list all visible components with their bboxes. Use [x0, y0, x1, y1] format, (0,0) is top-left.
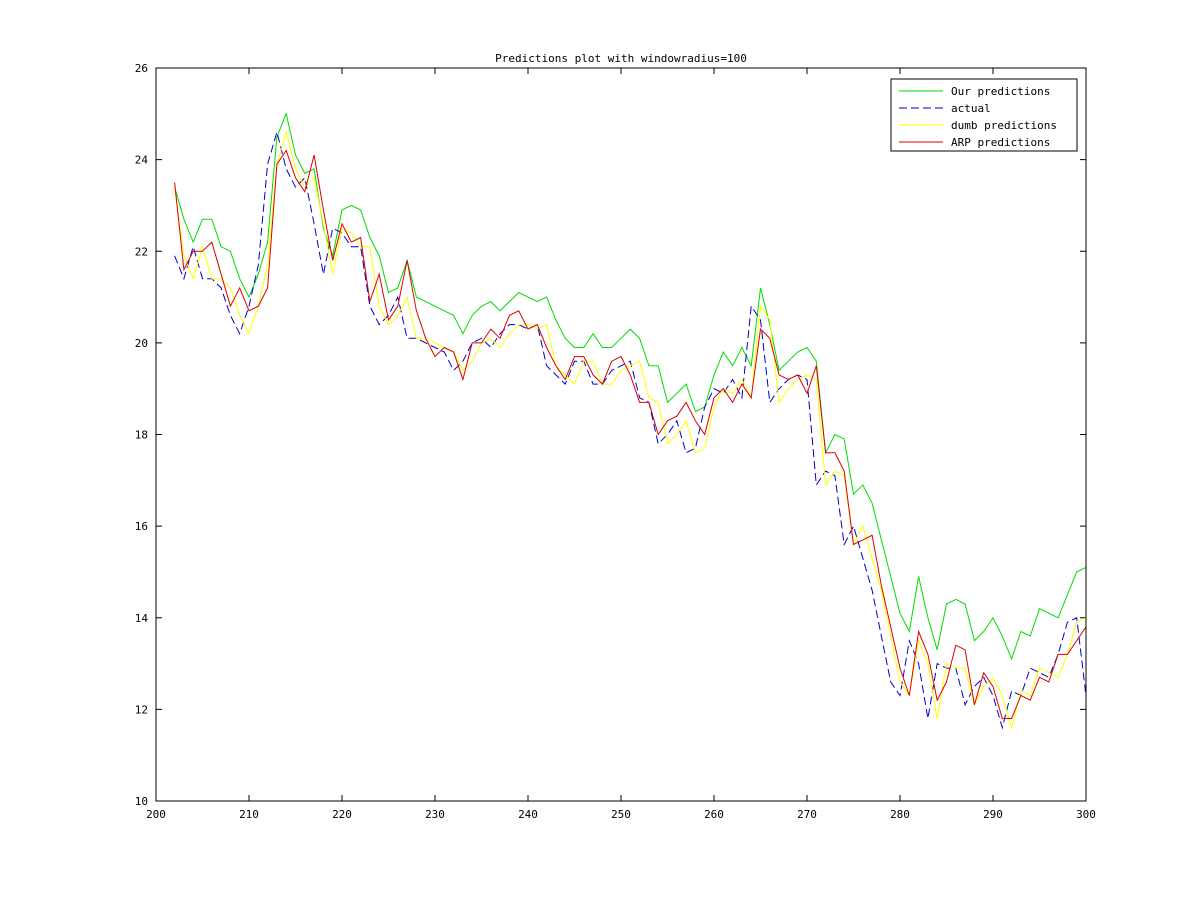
- x-tick-label: 230: [425, 808, 445, 821]
- x-tick-label: 240: [518, 808, 538, 821]
- y-tick-label: 14: [135, 612, 149, 625]
- x-tick-label: 300: [1076, 808, 1096, 821]
- x-tick-label: 220: [332, 808, 352, 821]
- legend-label: ARP predictions: [951, 136, 1050, 149]
- legend-label: actual: [951, 102, 991, 115]
- legend-label: Our predictions: [951, 85, 1050, 98]
- legend-label: dumb predictions: [951, 119, 1057, 132]
- y-tick-label: 10: [135, 795, 148, 808]
- x-tick-label: 210: [239, 808, 259, 821]
- x-tick-label: 290: [983, 808, 1003, 821]
- y-tick-label: 22: [135, 245, 148, 258]
- x-tick-label: 250: [611, 808, 631, 821]
- series-line-our-predictions: [174, 112, 1087, 661]
- x-tick-label: 270: [797, 808, 817, 821]
- y-tick-label: 16: [135, 520, 148, 533]
- y-tick-label: 24: [135, 154, 149, 167]
- plot-area: [156, 68, 1086, 801]
- y-tick-label: 26: [135, 62, 148, 75]
- axes-ticks: 200 210 220 230 240 250 260 270 280 290 300 10 12 14 1…: [135, 62, 1096, 821]
- y-tick-label: 12: [135, 703, 148, 716]
- x-tick-label: 260: [704, 808, 724, 821]
- legend: Our predictions actual dumb predictions ARP…: [890, 78, 1078, 152]
- y-tick-label: 20: [135, 337, 148, 350]
- chart-title: Predictions plot with windowradius=100: [495, 52, 747, 65]
- x-tick-label: 200: [146, 808, 166, 821]
- series-line-dumb-predictions: [174, 130, 1087, 730]
- plot-frame: [155, 67, 1087, 802]
- series-line-arp-predictions: [174, 149, 1087, 719]
- y-tick-label: 18: [135, 429, 148, 442]
- series-line-actual: [174, 130, 1087, 730]
- x-tick-label: 280: [890, 808, 910, 821]
- series-lines: [174, 112, 1087, 730]
